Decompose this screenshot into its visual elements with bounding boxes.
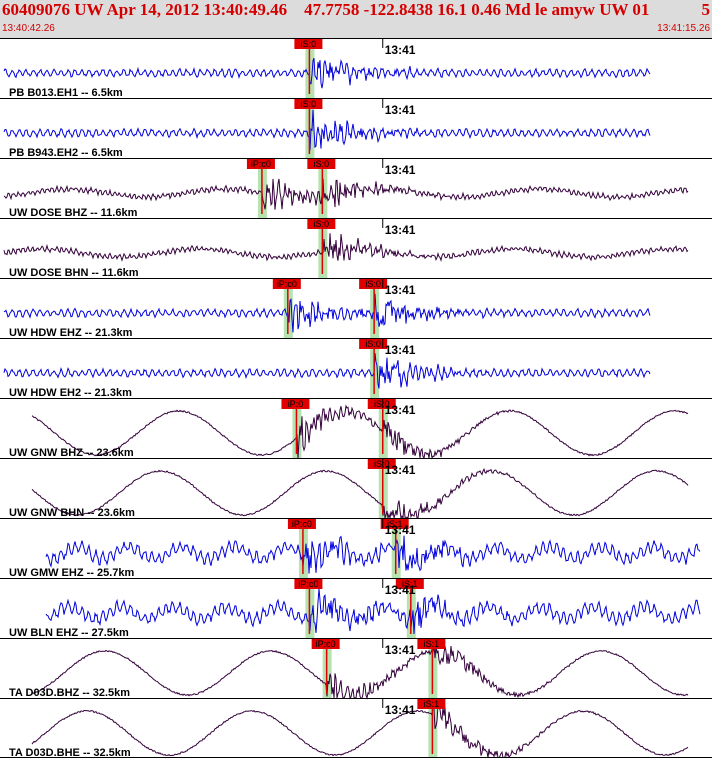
pick-label-box [294, 579, 323, 589]
end-time-label: 13:41:15.26 [657, 23, 710, 34]
pick-label: iS:0 [301, 39, 317, 49]
pick-label: iS:0 [374, 399, 390, 409]
pick-label: iS:0 [314, 219, 330, 229]
station-label: UW GNW BHN -- 23.6km [9, 507, 135, 519]
pick-label: iP:c0 [316, 639, 336, 649]
minute-tick-label: 13:41 [385, 343, 416, 357]
minute-tick-label: 13:41 [385, 163, 416, 177]
minute-tick-label: 13:41 [385, 523, 416, 537]
station-label: TA D03D.BHE -- 32.5km [9, 747, 131, 758]
pick-label-box [246, 159, 275, 169]
pick-label-box [367, 399, 396, 409]
waveform-trace [3, 178, 689, 210]
pick-label: iS:0 [365, 339, 381, 349]
pick-label-box [417, 699, 446, 709]
pick-label-box [380, 519, 409, 529]
minute-tick-label: 13:41 [385, 103, 416, 117]
pick-label-box [307, 159, 336, 169]
minute-tick-label: 13:41 [385, 403, 416, 417]
waveform-trace [3, 109, 651, 151]
pick-label-box [367, 459, 396, 469]
waveform-trace [3, 293, 651, 333]
pick-label: iS:1 [424, 639, 440, 649]
station-label: UW HDW EH2 -- 21.3km [9, 387, 132, 399]
station-label: PB B943.EH2 -- 6.5km [9, 147, 123, 159]
event-code: 5 [701, 0, 711, 19]
pick-label-box [359, 279, 388, 289]
event-header: 60409076 UW Apr 14, 2012 13:40:49.46 47.… [0, 0, 712, 38]
pick-label: iS:1 [387, 519, 403, 529]
pick-label-box [359, 339, 388, 349]
start-time-label: 13:40:42.26 [2, 23, 55, 34]
station-label: UW GMW EHZ -- 25.7km [9, 567, 135, 579]
station-label: UW BLN EHZ -- 27.5km [9, 627, 129, 639]
pick-label-box [281, 399, 310, 409]
minute-tick-label: 13:41 [385, 583, 416, 597]
event-title: 60409076 UW Apr 14, 2012 13:40:49.46 47.… [2, 0, 650, 19]
pick-label: iP:c0 [298, 579, 318, 589]
waveform-trace [3, 57, 651, 89]
minute-tick-label: 13:41 [385, 43, 416, 57]
pick-label-box [307, 219, 336, 229]
pick-label: iP:c0 [251, 159, 271, 169]
minute-tick-label: 13:41 [385, 703, 416, 717]
waveform-trace [31, 705, 689, 758]
pick-label: iS:0 [365, 279, 381, 289]
station-label: UW DOSE BHN -- 11.6km [9, 267, 139, 279]
waveform-trace [45, 588, 701, 635]
pick-label: iP:c0 [277, 279, 297, 289]
pick-label-box [311, 639, 340, 649]
waveform-trace [3, 353, 651, 389]
station-label: PB B013.EH1 -- 6.5km [9, 87, 123, 99]
pick-label-box [287, 519, 316, 529]
waveform-trace [31, 404, 689, 460]
pick-label-box [294, 39, 323, 49]
pick-label: iP:c0 [292, 519, 312, 529]
station-label: TA D03D.BHZ -- 32.5km [9, 687, 130, 699]
pick-label: iS:0 [301, 99, 317, 109]
station-label: UW GNW BHZ -- 23.6km [9, 447, 134, 459]
pick-label: iS:1 [424, 699, 440, 709]
waveform-trace [31, 467, 689, 520]
minute-tick-label: 13:41 [385, 643, 416, 657]
waveform-trace [45, 535, 701, 574]
station-label: UW HDW EHZ -- 21.3km [9, 327, 133, 339]
pick-label-box [272, 279, 301, 289]
station-label: UW DOSE BHZ -- 11.6km [9, 207, 138, 219]
pick-label: iS:0 [374, 459, 390, 469]
minute-tick-label: 13:41 [385, 283, 416, 297]
pick-label-box [417, 639, 446, 649]
pick-label: iS:0 [314, 159, 330, 169]
pick-label: iP:0 [288, 399, 304, 409]
waveform-trace [3, 233, 689, 262]
pick-label-box [294, 99, 323, 109]
pick-label-box [395, 579, 424, 589]
minute-tick-label: 13:41 [385, 463, 416, 477]
minute-tick-label: 13:41 [385, 223, 416, 237]
waveform-trace [31, 645, 689, 700]
pick-label: iS:1 [402, 579, 418, 589]
